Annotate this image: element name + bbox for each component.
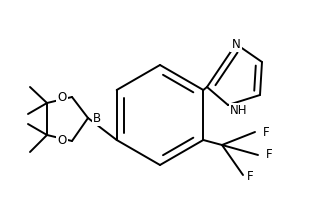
Text: F: F bbox=[266, 149, 272, 162]
Text: NH: NH bbox=[230, 104, 247, 117]
Text: O: O bbox=[58, 134, 67, 147]
Text: F: F bbox=[263, 125, 270, 138]
Text: N: N bbox=[232, 37, 240, 50]
Text: O: O bbox=[58, 90, 67, 103]
Text: F: F bbox=[247, 170, 254, 183]
Text: B: B bbox=[93, 112, 101, 125]
